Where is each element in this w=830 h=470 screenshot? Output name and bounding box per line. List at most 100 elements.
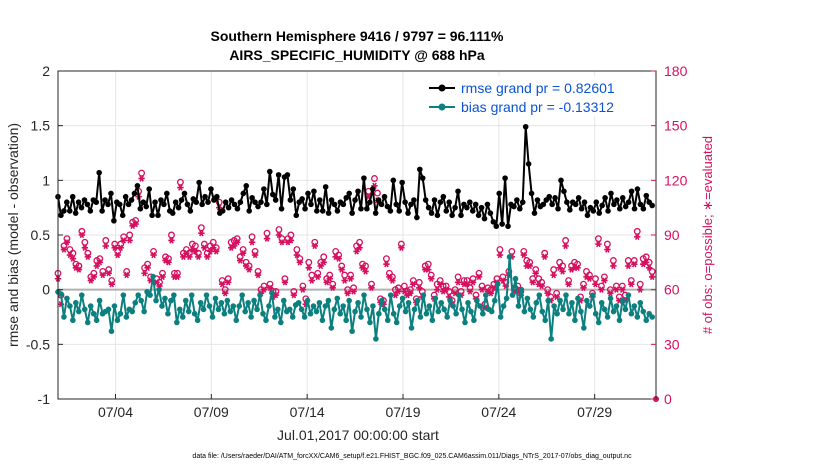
asterisk-stroke <box>363 268 368 275</box>
rmse-point <box>402 199 408 205</box>
asterisk-stroke <box>199 229 204 237</box>
rmse-point <box>605 208 611 214</box>
asterisk-stroke <box>542 253 547 261</box>
bias-point <box>530 314 537 320</box>
rmse-point <box>158 197 164 203</box>
bias-point <box>435 308 442 315</box>
asterisk-stroke <box>476 273 482 281</box>
possible-obs-point <box>191 242 199 250</box>
evaluated-obs-point <box>254 271 262 279</box>
bias-point <box>539 308 546 315</box>
asterisk-stroke <box>545 290 550 297</box>
asterisk-stroke <box>470 279 476 286</box>
evaluated-obs-point <box>520 251 527 259</box>
rmse-point <box>243 183 250 189</box>
evaluated-obs-point <box>466 288 474 295</box>
rmse-point <box>396 208 403 214</box>
asterisk-stroke <box>133 220 138 228</box>
asterisk-stroke <box>243 262 249 270</box>
bias-point <box>120 292 127 298</box>
evaluated-obs-point <box>114 251 121 259</box>
asterisk-stroke <box>521 251 527 259</box>
rmse-point <box>237 199 244 205</box>
asterisk-stroke <box>252 251 258 259</box>
rmse-point <box>649 202 655 209</box>
rmse-point <box>108 190 114 197</box>
bias-point <box>358 314 364 320</box>
rmse-point <box>299 196 305 202</box>
bias-point <box>604 314 611 320</box>
evaluated-obs-point <box>559 268 566 275</box>
evaluated-obs-point <box>329 284 336 292</box>
evaluated-obs-point <box>487 290 495 297</box>
evaluated-obs-point <box>642 259 650 266</box>
evaluated-obs-point <box>628 281 635 288</box>
asterisk-stroke <box>557 264 562 271</box>
rmse-point <box>161 201 167 208</box>
bias-point <box>364 306 370 313</box>
rmse-point <box>631 205 638 212</box>
rmse-point <box>564 199 570 205</box>
rmse-point <box>487 210 494 216</box>
asterisk-stroke <box>593 281 598 288</box>
evaluated-obs-point <box>186 253 193 261</box>
asterisk-stroke <box>620 286 625 293</box>
rmse-point <box>434 212 441 219</box>
rmse-point <box>593 199 600 205</box>
evaluated-obs-point <box>120 237 127 244</box>
asterisk-stroke <box>187 253 192 261</box>
evaluated-obs-point <box>177 184 184 191</box>
rmse-point <box>302 205 308 212</box>
asterisk-stroke <box>70 255 76 262</box>
rmse-point <box>472 201 479 208</box>
asterisk-stroke <box>387 273 392 281</box>
bias-point <box>111 303 118 309</box>
asterisk-stroke <box>237 257 243 264</box>
bias-point <box>153 297 159 304</box>
rmse-point <box>134 183 141 189</box>
evaluated-obs-point <box>362 268 369 275</box>
bias-point <box>509 292 516 298</box>
possible-obs-point <box>356 238 364 246</box>
evaluated-obs-point <box>433 286 441 293</box>
bias-point <box>319 317 326 324</box>
rmse-point <box>469 208 476 214</box>
rmse-point <box>234 205 241 212</box>
bias-point <box>197 299 204 306</box>
asterisk-stroke <box>118 244 123 251</box>
bias-point <box>209 314 216 320</box>
possible-obs-point <box>633 227 641 235</box>
rmse-point <box>81 197 88 203</box>
evaluated-obs-point <box>248 239 256 246</box>
rmse-point <box>387 208 394 214</box>
rmse-point <box>484 201 491 208</box>
evaluated-obs-point <box>117 244 124 251</box>
rmse-point <box>84 201 91 208</box>
rmse-point <box>561 188 567 195</box>
rmse-point <box>334 208 341 214</box>
asterisk-stroke <box>587 275 592 282</box>
rmse-point <box>258 199 264 205</box>
asterisk-stroke <box>605 246 610 253</box>
evaluated-obs-point <box>219 281 226 288</box>
evaluated-obs-point <box>550 271 557 279</box>
rmse-point <box>266 168 273 175</box>
asterisk-stroke <box>384 260 389 268</box>
rmse-point <box>393 201 400 208</box>
bias-point <box>483 292 489 298</box>
rmse-point <box>546 193 553 200</box>
bias-point <box>572 317 578 324</box>
bias-point <box>625 292 632 298</box>
possible-obs-point <box>81 238 89 246</box>
bias-point <box>521 308 528 315</box>
asterisk-stroke <box>455 279 461 286</box>
asterisk-stroke <box>628 281 634 288</box>
bias-point <box>441 306 448 313</box>
asterisk-stroke <box>452 290 458 297</box>
rmse-point <box>328 197 335 203</box>
evaluated-obs-point <box>195 253 202 261</box>
evaluated-obs-point <box>132 220 139 228</box>
bias-point <box>316 299 323 306</box>
bias-point <box>301 314 308 320</box>
